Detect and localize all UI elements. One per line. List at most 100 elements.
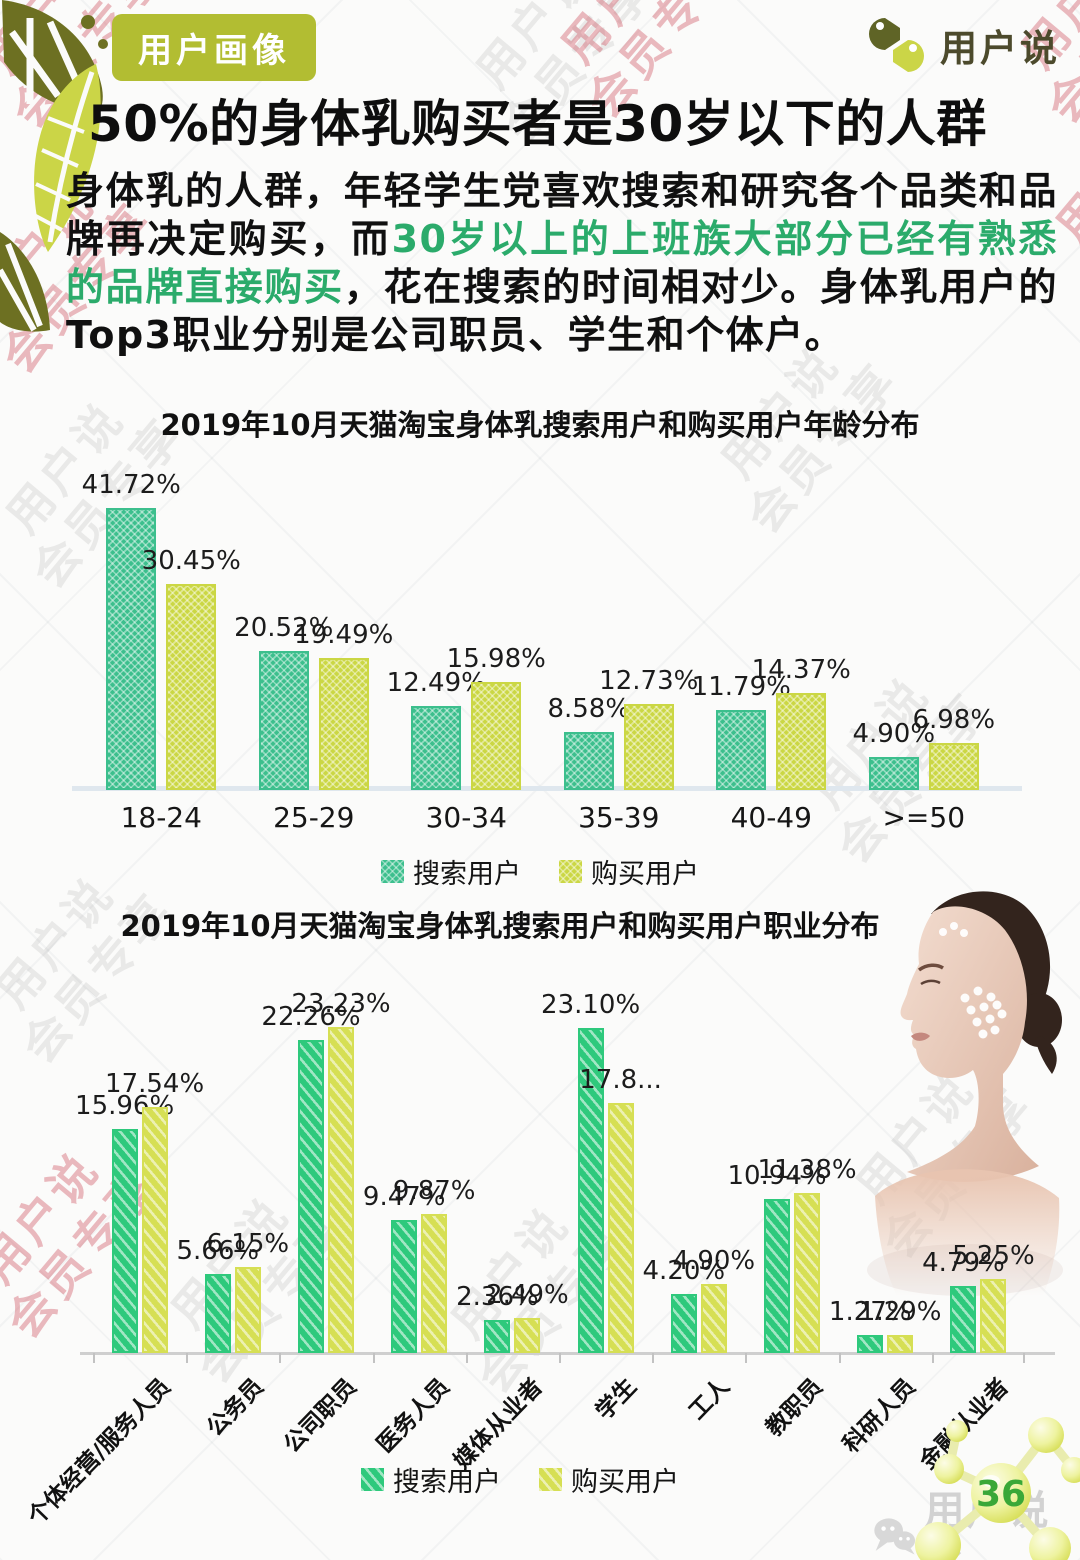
- bar-group: 5.66% 6.15% 公务员: [176, 1013, 289, 1442]
- bar-value-label: 2.49%: [486, 1280, 569, 1310]
- legend-swatch: [361, 1468, 384, 1491]
- bar-value-label: 15.98%: [446, 644, 546, 674]
- bar-fill: [484, 1319, 511, 1353]
- brand-logo: 用户说: [864, 14, 1060, 76]
- category-label: 18-24: [120, 801, 202, 834]
- bar-value-label: 4.90%: [672, 1246, 756, 1277]
- paragraph-text: ，花在搜索的时间相对少。身体乳用户的Top3职业分别是公司职员、学生和个体户。: [66, 264, 1058, 357]
- axis-tick: [372, 1353, 375, 1363]
- bar: 23.23%: [291, 989, 391, 1353]
- molecule-spheres-icon: 36: [915, 1417, 1080, 1560]
- bar-fill: [794, 1193, 821, 1353]
- bar-value-label: 12.73%: [599, 665, 699, 696]
- axis-tick: [931, 1353, 934, 1363]
- section-badge-label: 用户画像: [138, 31, 290, 71]
- bar-fill: [141, 1106, 168, 1353]
- legend-label: 搜索用户: [413, 859, 521, 890]
- bar: 1.27%: [829, 1297, 912, 1353]
- bar: 10.94%: [727, 1161, 827, 1353]
- bar-value-label: 5.25%: [952, 1241, 1035, 1272]
- bar: 6.98%: [912, 705, 995, 790]
- legend-item: 购买用户: [559, 852, 699, 891]
- bar-group: 1.27% 1.29% 科研人员: [829, 1013, 942, 1458]
- bar-group: 4.20% 4.90% 工人: [643, 1013, 756, 1425]
- bar-value-label: 9.47%: [362, 1181, 446, 1212]
- bar-group: 4.90% 6.98%: [848, 490, 1001, 790]
- bar: 19.49%: [294, 620, 393, 790]
- bar-fill: [670, 1294, 697, 1353]
- bar-group: 15.96% 17.54% 个体经营/服务人员: [23, 1013, 204, 1531]
- chart1-legend: 搜索用户 购买用户: [0, 852, 1080, 891]
- bar: 4.90%: [852, 719, 935, 790]
- bar-group: 2.36% 2.49% 媒体从业者: [450, 1013, 569, 1475]
- bar-fill: [234, 1266, 261, 1353]
- bar-fill: [318, 658, 369, 790]
- axis-tick: [93, 1353, 95, 1363]
- dual-birds-logo-icon: [869, 18, 924, 72]
- brand-logo-text: 用户说: [940, 27, 1060, 70]
- bar-value-label: 12.49%: [386, 667, 486, 698]
- chart1-axis: [72, 786, 1022, 791]
- bar: 1.29%: [859, 1297, 942, 1353]
- page-number: 36: [976, 1474, 1026, 1515]
- bar-fill: [868, 756, 919, 790]
- bar: 4.79%: [922, 1248, 1005, 1353]
- bar-fill: [166, 584, 217, 790]
- bar-fill: [391, 1219, 418, 1353]
- bar-fill: [623, 703, 674, 790]
- bar: 2.36%: [456, 1282, 539, 1353]
- chart1-plot: 41.72% 30.45% 20.52% 19.49% 12.49% 15.98% 8.58…: [82, 470, 1001, 790]
- bar-group: 23.10% 17.8... 学生: [541, 990, 662, 1425]
- legend-swatch: [381, 860, 404, 883]
- bar-fill: [857, 1335, 884, 1353]
- category-label: 40-49: [730, 801, 812, 834]
- axis-tick: [1023, 1353, 1026, 1363]
- axis-tick: [465, 1353, 468, 1363]
- section-badge: 用户画像: [112, 14, 316, 81]
- bar-fill: [111, 1128, 138, 1353]
- bar-value-label: 17.8...: [579, 1064, 662, 1095]
- bar: 9.87%: [393, 1176, 476, 1353]
- bar-group: 22.26% 23.23% 公司职员: [261, 989, 391, 1458]
- bar-value-label: 4.79%: [922, 1247, 1005, 1278]
- bar-group: 10.94% 11.38% 教职员: [727, 1013, 857, 1441]
- bar-fill: [106, 508, 157, 790]
- paragraph-text: 身体乳的人群，年轻学生党喜欢搜索和研究各个品类和品牌再决定购买，而: [66, 169, 1058, 261]
- legend-swatch: [539, 1468, 562, 1491]
- bar-value-label: 41.72%: [81, 470, 181, 500]
- bar-fill: [607, 1102, 634, 1353]
- bar-value-label: 6.98%: [912, 704, 996, 735]
- bar: 22.26%: [261, 1002, 361, 1353]
- bar-fill: [700, 1284, 727, 1353]
- bar-value-label: 14.37%: [751, 654, 851, 685]
- monstera-leaves-icon: [0, 0, 108, 332]
- bar: 8.58%: [547, 694, 630, 790]
- bar-value-label: 19.49%: [294, 620, 394, 651]
- bar: 15.98%: [447, 644, 546, 790]
- chart2-plot: 15.96% 17.54% 个体经营/服务人员 5.66% 6.15% 公务员 22.26%…: [23, 989, 1035, 1531]
- bar: 4.20%: [643, 1256, 725, 1353]
- bar-fill: [411, 705, 462, 790]
- bar-value-label: 4.90%: [852, 718, 936, 749]
- legend-item: 搜索用户: [381, 852, 521, 891]
- bar-value-label: 23.10%: [541, 990, 641, 1021]
- bar: 11.38%: [757, 1155, 857, 1353]
- bar-fill: [471, 682, 522, 790]
- bar-fill: [764, 1199, 791, 1353]
- legend-item: 购买用户: [539, 1460, 679, 1499]
- chart1-categories: 18-24 25-29 30-34 35-39 40-49 >=50: [85, 801, 1000, 834]
- bar-value-label: 11.79%: [691, 672, 791, 703]
- bar-fill: [563, 732, 614, 790]
- bar-value-label: 17.54%: [105, 1068, 205, 1099]
- legend-item: 搜索用户: [361, 1460, 501, 1499]
- bar-group: 8.58% 12.73%: [543, 490, 699, 790]
- bar-value-label: 5.66%: [176, 1235, 260, 1266]
- bar-value-label: 6.15%: [206, 1228, 290, 1259]
- bar-value-label: 1.29%: [858, 1296, 942, 1327]
- bar-value-label: 20.52%: [234, 613, 334, 644]
- bar: 5.25%: [952, 1241, 1035, 1353]
- bar: 23.10%: [541, 990, 640, 1353]
- bar-value-label: 11.38%: [757, 1155, 857, 1186]
- bar-fill: [577, 1028, 604, 1353]
